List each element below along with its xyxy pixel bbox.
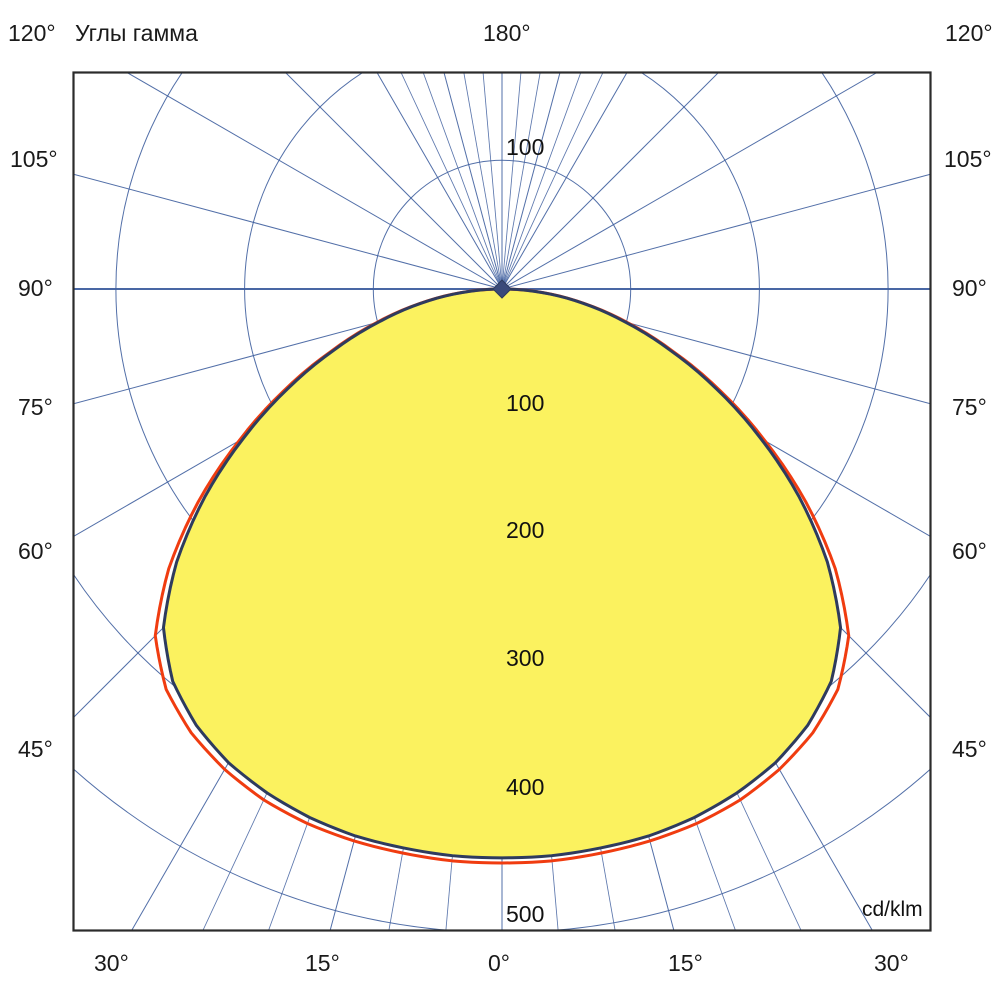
left-axis-label-60: 60° [18, 538, 53, 564]
ring-label-100-lower: 100 [506, 390, 545, 416]
ring-label-400: 400 [506, 774, 545, 800]
ring-label-500: 500 [506, 901, 545, 927]
left-axis-label-105: 105° [10, 146, 58, 172]
right-axis-label-105: 105° [944, 146, 992, 172]
right-axis-label-75: 75° [952, 394, 987, 420]
bottom-axis-label-30-left: 30° [94, 950, 129, 976]
ring-label-300: 300 [506, 645, 545, 671]
ring-label-100-upper: 100 [506, 134, 545, 160]
top-left-angle-label: 120° [8, 20, 56, 46]
units-label: cd/klm [862, 898, 923, 921]
intensity-curves [153, 279, 851, 865]
right-axis-label-60: 60° [952, 538, 987, 564]
top-right-angle-label: 120° [945, 20, 993, 46]
left-axis-label-75: 75° [18, 394, 53, 420]
bottom-axis-label-15-left: 15° [305, 950, 340, 976]
right-axis-label-90: 90° [952, 275, 987, 301]
bottom-axis-label-15-right: 15° [668, 950, 703, 976]
page-title: Углы гамма [75, 20, 198, 46]
left-axis-label-45: 45° [18, 736, 53, 762]
plot-frame [72, 71, 932, 932]
bottom-axis-label-0: 0° [488, 950, 510, 976]
top-center-angle-label: 180° [483, 20, 531, 46]
ring-label-200: 200 [506, 517, 545, 543]
left-axis-label-90: 90° [18, 275, 53, 301]
right-axis-label-45: 45° [952, 736, 987, 762]
bottom-axis-label-30-right: 30° [874, 950, 909, 976]
